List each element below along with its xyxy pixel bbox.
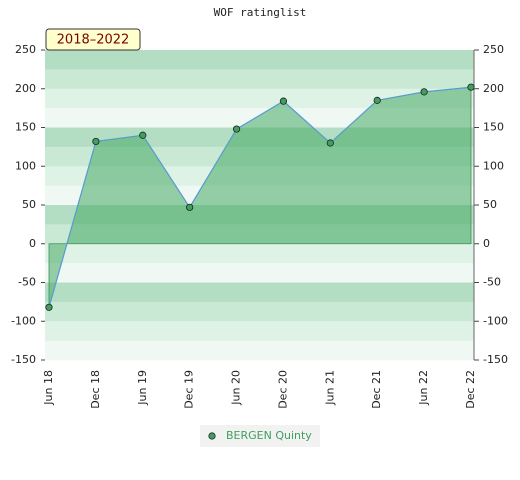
background-band xyxy=(45,50,474,70)
y2-tick-label: -50 xyxy=(483,276,501,289)
point xyxy=(232,125,241,133)
y2-tick-label: -150 xyxy=(483,353,508,366)
x-tick-label: Jun 21 xyxy=(323,370,336,406)
y2-tick-label: 100 xyxy=(483,159,504,172)
y-tick-label: -100 xyxy=(11,314,36,327)
background-band xyxy=(45,243,474,264)
legend-label: BERGEN Quinty xyxy=(226,429,312,442)
background-band xyxy=(45,263,474,283)
legend-box xyxy=(200,425,320,447)
point xyxy=(420,88,428,96)
x-tick-label: Jun 18 xyxy=(42,370,55,406)
point xyxy=(139,131,147,139)
x-tick-label: Dec 20 xyxy=(276,370,289,409)
y-tick-label: 50 xyxy=(22,198,36,211)
y-tick-label: 250 xyxy=(15,43,36,56)
background-band xyxy=(45,282,474,303)
point xyxy=(467,83,475,91)
y-tick-label: 150 xyxy=(15,121,36,134)
y2-tick-label: -100 xyxy=(483,314,508,327)
background-band xyxy=(45,321,474,341)
point xyxy=(326,139,334,147)
line xyxy=(48,86,472,308)
y-tick-label: 100 xyxy=(15,159,36,172)
background-band xyxy=(45,340,474,361)
x-tick-label: Dec 22 xyxy=(464,370,477,409)
background-band xyxy=(45,69,474,90)
point xyxy=(186,203,194,211)
x-tick-label: Jun 20 xyxy=(230,370,243,406)
point xyxy=(279,97,288,105)
x-tick-label: Jun 22 xyxy=(417,370,430,406)
y-tick-label: -50 xyxy=(18,276,36,289)
y-tick-label: 0 xyxy=(29,237,36,250)
y2-tick-label: 200 xyxy=(483,82,504,95)
y2-tick-label: 250 xyxy=(483,43,504,56)
legend-marker xyxy=(208,432,216,440)
x-tick-label: Dec 19 xyxy=(183,370,196,409)
point xyxy=(373,96,381,104)
annotation: 2018–2022 xyxy=(57,33,130,48)
y2-tick-label: 150 xyxy=(483,121,504,134)
background-band xyxy=(45,88,474,109)
y2-tick-label: 50 xyxy=(483,198,497,211)
y-tick-label: 200 xyxy=(15,82,36,95)
y-tick-label: -150 xyxy=(11,353,36,366)
point xyxy=(92,137,100,146)
annotation-box xyxy=(45,28,141,51)
x-tick-label: Dec 18 xyxy=(89,370,102,409)
x-tick-label: Dec 21 xyxy=(370,370,383,409)
chart-title: WOF ratinglist xyxy=(214,6,307,19)
x-tick-label: Jun 19 xyxy=(136,370,149,406)
y2-tick-label: 0 xyxy=(483,237,490,250)
point xyxy=(45,303,53,311)
background-band xyxy=(45,301,474,322)
